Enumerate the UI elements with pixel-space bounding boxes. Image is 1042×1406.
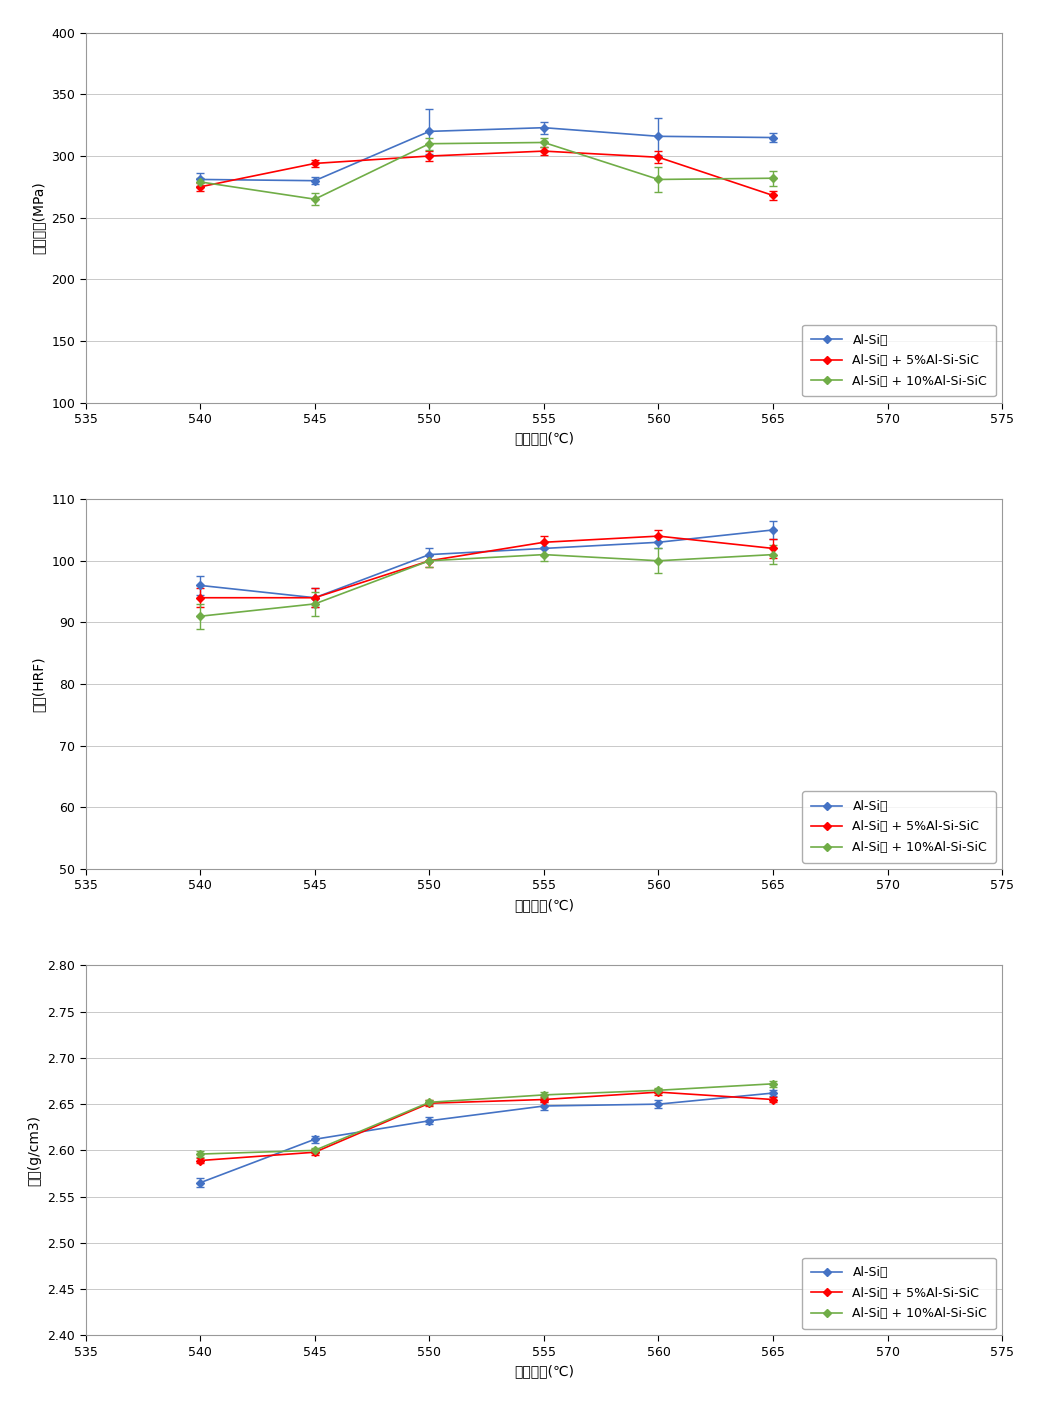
Legend: Al-Si계, Al-Si계 + 5%Al-Si-SiC, Al-Si계 + 10%Al-Si-SiC: Al-Si계, Al-Si계 + 5%Al-Si-SiC, Al-Si계 + 1… — [802, 325, 996, 396]
X-axis label: 소결온도(℃): 소결온도(℃) — [514, 1364, 574, 1378]
Legend: Al-Si계, Al-Si계 + 5%Al-Si-SiC, Al-Si계 + 10%Al-Si-SiC: Al-Si계, Al-Si계 + 5%Al-Si-SiC, Al-Si계 + 1… — [802, 792, 996, 863]
X-axis label: 소결온도(℃): 소결온도(℃) — [514, 432, 574, 446]
Legend: Al-Si계, Al-Si계 + 5%Al-Si-SiC, Al-Si계 + 10%Al-Si-SiC: Al-Si계, Al-Si계 + 5%Al-Si-SiC, Al-Si계 + 1… — [802, 1257, 996, 1329]
Y-axis label: 경도(HRF): 경도(HRF) — [31, 657, 46, 711]
Y-axis label: 밀도(g/cm3): 밀도(g/cm3) — [28, 1115, 42, 1185]
Y-axis label: 인장강도(MPa): 인장강도(MPa) — [31, 181, 46, 254]
X-axis label: 소결온도(℃): 소결온도(℃) — [514, 898, 574, 912]
